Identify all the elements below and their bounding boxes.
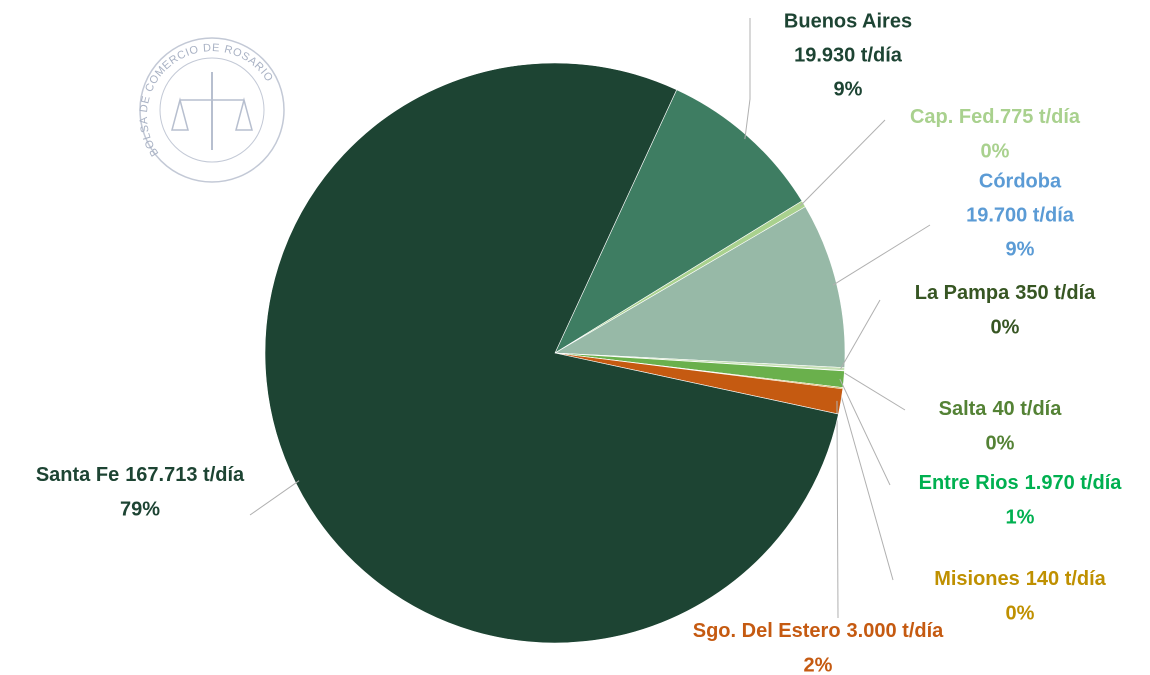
share-label: 0%: [991, 316, 1020, 338]
logo-ring: [159, 57, 265, 163]
pie-slice: [553, 206, 846, 368]
value-label: 19.930 t/día: [794, 44, 903, 66]
leader-line: [840, 299, 881, 370]
value-label: 167.713 t/día: [125, 464, 245, 486]
leader-line: [249, 480, 300, 516]
value-label: 19.700 t/día: [966, 204, 1075, 226]
share-label: 0%: [981, 140, 1010, 162]
slice-label: Santa Fe 167.713 t/día: [36, 464, 245, 486]
value-label: 40 t/día: [992, 398, 1062, 420]
share-label: 0%: [986, 432, 1015, 454]
pie-slice: [264, 62, 839, 644]
slice-label: Entre Rios 1.970 t/día: [919, 472, 1123, 494]
share-label: 2%: [804, 654, 833, 675]
category-label: Cap. Fed.: [910, 106, 1000, 128]
category-label: Santa Fe: [36, 464, 119, 486]
value-label: 1.970 t/día: [1025, 472, 1123, 494]
slice-label: Cap. Fed.775 t/día: [910, 106, 1081, 128]
slice-label: Sgo. Del Estero 3.000 t/día: [693, 620, 944, 642]
slice-label: La Pampa 350 t/día: [915, 282, 1096, 304]
share-label: 1%: [1006, 506, 1035, 528]
slice-label: Córdoba: [979, 170, 1062, 192]
category-label: Sgo. Del Estero: [693, 620, 841, 642]
slice-label: Salta 40 t/día: [939, 398, 1063, 420]
leader-line: [836, 400, 839, 619]
slice-label: Buenos Aires: [784, 10, 912, 32]
category-label: Misiones: [934, 568, 1020, 590]
slice-label: Misiones 140 t/día: [934, 568, 1106, 590]
logo-scales: [171, 97, 253, 131]
pie-slice: [554, 89, 803, 354]
leader-line: [799, 119, 886, 207]
logo: BOLSA DE COMERCIO DE ROSARIO: [138, 37, 285, 183]
share-label: 9%: [1006, 238, 1035, 260]
share-label: 79%: [120, 498, 160, 520]
leader-line: [839, 378, 891, 486]
value-label: 140 t/día: [1026, 568, 1107, 590]
leader-line: [838, 387, 894, 581]
leader-line: [744, 18, 751, 140]
leader-line: [840, 370, 906, 411]
value-label: 350 t/día: [1015, 282, 1096, 304]
value-label: 775 t/día: [1000, 106, 1081, 128]
share-label: 9%: [834, 78, 863, 100]
leader-line: [832, 224, 931, 286]
category-label: Salta: [939, 398, 988, 420]
category-label: Entre Rios: [919, 472, 1019, 494]
share-label: 0%: [1006, 602, 1035, 624]
value-label: 3.000 t/día: [847, 620, 945, 642]
category-label: La Pampa: [915, 282, 1010, 304]
logo-ring: [139, 37, 285, 183]
